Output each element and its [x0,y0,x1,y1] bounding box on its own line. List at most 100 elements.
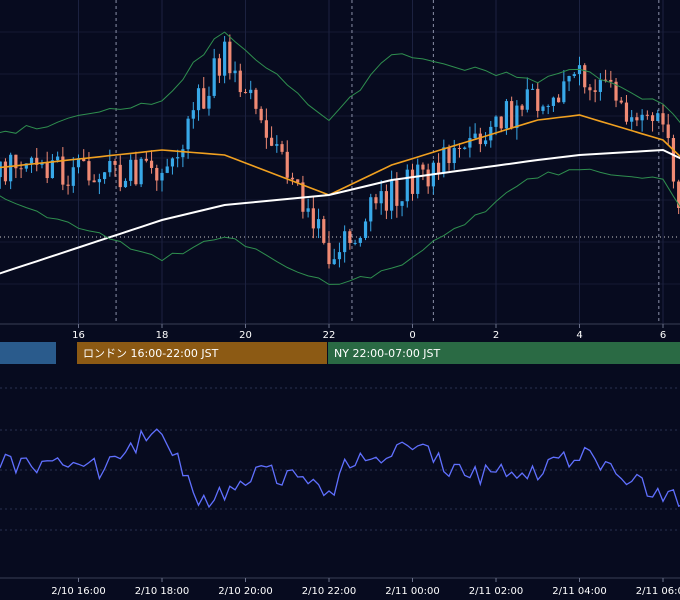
candle-body-55 [280,144,284,152]
candle-body-114 [588,87,592,91]
candle-body-88 [452,147,456,164]
candle-body-35 [176,157,180,159]
session-label-1: ロンドン 16:00-22:00 JST [83,347,219,360]
candle-body-48 [243,92,248,94]
candle-body-17 [82,158,86,162]
candle-body-80 [410,169,415,194]
candle-body-102 [525,89,529,110]
candle-body-103 [530,88,535,90]
candle-body-37 [186,118,190,150]
candle-body-98 [504,101,509,129]
candle-body-93 [478,133,482,145]
candle-body-31 [155,167,159,181]
candle-body-29 [144,158,148,161]
candle-body-67 [343,231,347,253]
candle-body-28 [139,158,143,185]
session-band-2 [328,342,680,364]
candle-body-92 [473,133,477,139]
candle-body-78 [400,201,404,206]
candle-body-83 [426,169,430,187]
indicator-tick-label-6: 2/11 04:00 [552,586,606,597]
candle-body-18 [87,161,91,181]
candle-body-32 [160,172,164,181]
candle-body-46 [233,70,237,74]
main-x-tick-labels: 16 18 20 22 0 2 4 6 [72,324,666,341]
candle-body-66 [337,252,342,260]
candle-body-70 [358,238,362,243]
candle-body-38 [191,110,195,119]
candle-body-43 [217,58,222,76]
main-tick-label-7: 6 [660,330,666,341]
candle-body-45 [228,41,232,74]
candle-body-126 [650,115,655,121]
candle-body-14 [66,184,70,186]
indicator-tick-label-4: 2/11 00:00 [385,586,439,597]
candle-body-125 [645,114,649,116]
indicator-x-tick-labels: 2/10 16:00 2/10 18:00 2/10 20:00 2/10 22:00… [51,578,680,597]
candle-body-131 [677,181,680,208]
candle-body-16 [76,158,81,168]
indicator-tick-label-7: 2/11 06:00 [636,586,680,597]
session-band-1 [77,342,327,364]
candle-body-60 [306,208,310,212]
candle-body-110 [567,76,571,82]
candle-body-13 [61,156,65,185]
candle-body-50 [254,89,258,109]
candle-body-8 [35,157,39,165]
candle-body-12 [56,156,60,161]
candle-body-107 [551,97,556,106]
candle-body-104 [536,88,540,111]
candle-body-51 [259,108,263,121]
candle-body-75 [384,191,389,211]
candle-body-74 [379,191,383,204]
candle-body-44 [223,41,227,76]
candle-body-1 [0,161,2,178]
candle-body-2 [3,161,8,182]
candle-body-115 [593,90,597,92]
candle-body-25 [123,180,128,188]
indicator-overlays [0,31,680,285]
candle-body-87 [447,147,451,164]
candle-body-56 [285,151,289,178]
candle-body-52 [264,120,268,138]
candle-body-101 [520,105,524,110]
session-bands: ロンドン 16:00-22:00 JST NY 22:00-07:00 JST [0,342,680,364]
candle-body-9 [40,162,44,165]
candle-body-33 [165,166,169,173]
main-tick-label-3: 22 [323,330,336,341]
candle-body-47 [238,70,242,93]
candle-body-89 [457,147,462,149]
candle-body-49 [249,89,253,94]
candle-body-26 [129,159,133,181]
indicator-series [0,428,680,509]
candle-body-58 [296,179,300,183]
candle-body-76 [390,180,394,211]
main-tick-label-4: 0 [409,330,415,341]
candle-body-127 [656,113,660,121]
candle-body-128 [661,113,665,125]
candle-body-68 [348,231,352,243]
candle-body-64 [327,242,331,265]
candle-body-40 [202,88,206,109]
candle-body-53 [269,137,274,146]
indicator-tick-label-1: 2/10 18:00 [135,586,189,597]
candle-body-21 [102,172,107,180]
candle-body-71 [363,221,368,239]
candle-body-62 [316,219,321,229]
indicator-line [0,428,680,509]
candle-body-79 [405,169,409,202]
session-band-0 [0,342,56,364]
candle-body-100 [515,105,519,129]
overlay-ma_white [0,148,680,275]
candle-body-82 [421,164,425,170]
candle-body-96 [494,116,498,127]
candle-body-123 [635,117,639,121]
main-tick-label-2: 20 [239,330,252,341]
candle-body-73 [374,197,378,204]
candle-body-119 [614,81,618,101]
overlay-bb_upper [0,31,680,134]
overlay-bb_lower [0,168,680,285]
main-tick-label-1: 18 [156,330,169,341]
